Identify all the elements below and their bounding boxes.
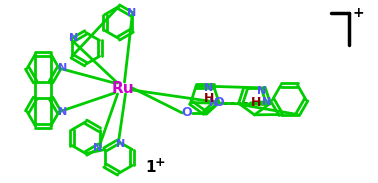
- Text: N: N: [70, 33, 79, 43]
- Text: N: N: [58, 63, 68, 73]
- Text: N: N: [127, 8, 136, 18]
- Text: N: N: [58, 107, 68, 117]
- Text: O: O: [214, 96, 224, 109]
- Text: +: +: [155, 156, 166, 169]
- Text: N: N: [257, 86, 266, 96]
- Text: H: H: [251, 96, 262, 109]
- Text: N: N: [209, 98, 219, 108]
- Text: N: N: [204, 83, 213, 93]
- Text: +: +: [353, 6, 364, 20]
- Text: Ru: Ru: [111, 81, 134, 96]
- Text: O: O: [182, 106, 192, 119]
- Text: 1: 1: [145, 160, 155, 175]
- Text: N: N: [262, 97, 271, 107]
- Text: N: N: [116, 139, 125, 149]
- Text: N: N: [93, 143, 102, 153]
- Text: H: H: [203, 92, 214, 105]
